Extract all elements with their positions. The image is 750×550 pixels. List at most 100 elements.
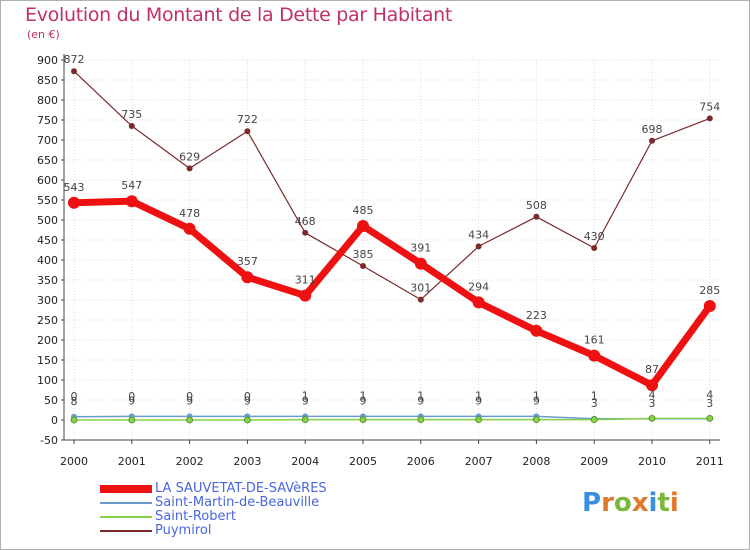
y-tick-label: 400 (37, 254, 58, 267)
data-label-3: 301 (410, 282, 431, 295)
data-label-2: 1 (591, 390, 598, 403)
data-label-0: 543 (64, 181, 85, 194)
axes: -500501001502002503003504004505005506006… (37, 54, 724, 468)
data-label-2: 1 (302, 390, 309, 403)
series-point-3 (71, 68, 77, 75)
data-label-2: 0 (71, 390, 78, 403)
data-label-3: 722 (237, 113, 258, 126)
series-point-0 (299, 289, 312, 302)
x-tick-label: 2004 (291, 455, 319, 468)
series-point-0 (588, 349, 601, 362)
x-tick-label: 2007 (465, 455, 493, 468)
y-tick-label: 200 (37, 334, 58, 347)
y-tick-label: 650 (37, 154, 58, 167)
data-label-3: 508 (526, 199, 547, 212)
data-label-2: 1 (533, 390, 540, 403)
data-label-0: 294 (468, 280, 489, 293)
data-label-1: 3 (706, 397, 713, 410)
data-label-1: 9 (360, 394, 367, 407)
data-label-3: 430 (584, 230, 605, 243)
legend-label: Puymirol (155, 523, 212, 538)
y-tick-label: 350 (37, 274, 58, 287)
data-label-0: 357 (237, 255, 258, 268)
series-point-0 (472, 296, 485, 309)
y-tick-label: 900 (37, 54, 58, 67)
series-point-0 (241, 271, 254, 284)
data-label-1: 8 (71, 395, 78, 408)
series-point-0 (646, 379, 658, 392)
data-label-1: 3 (591, 397, 598, 410)
legend-swatch (100, 502, 152, 504)
series-point-3 (186, 165, 193, 172)
series-point-2 (128, 416, 136, 424)
series-point-0 (414, 257, 427, 270)
series-point-0 (357, 220, 369, 232)
series-point-0 (183, 222, 196, 235)
series-point-3 (244, 128, 251, 135)
series-point-3 (706, 115, 713, 122)
series-point-2 (706, 414, 714, 422)
series-point-2 (359, 416, 367, 424)
legend-label: Saint-Robert (155, 509, 236, 524)
series-point-2 (417, 416, 425, 424)
series-point-0 (68, 196, 80, 209)
series-line-2 (74, 417, 710, 421)
chart-unit-label: (en €) (27, 28, 60, 41)
series-point-2 (70, 416, 78, 424)
series-point-3 (360, 263, 366, 269)
x-tick-label: 2009 (580, 455, 608, 468)
legend-label: LA SAUVETAT-DE-SAVèRES (155, 481, 327, 496)
data-label-2: 1 (475, 390, 482, 403)
data-label-3: 468 (295, 215, 316, 228)
series-point-3 (533, 213, 540, 220)
data-label-0: 547 (121, 179, 142, 192)
data-label-3: 434 (468, 228, 489, 241)
data-label-0: 391 (410, 242, 431, 255)
proxiti-logo: Proxiti (582, 488, 679, 518)
series-point-3 (417, 296, 424, 303)
data-label-1: 9 (475, 394, 482, 407)
y-tick-label: 850 (37, 74, 58, 87)
data-label-1: 9 (302, 394, 309, 407)
y-tick-label: 0 (51, 414, 58, 427)
y-tick-label: 700 (37, 134, 58, 147)
data-label-1: 9 (186, 394, 193, 407)
data-label-3: 629 (179, 150, 200, 163)
data-label-0: 485 (353, 204, 374, 217)
grid-lines (64, 59, 720, 441)
legend-label: Saint-Martin-de-Beauville (155, 495, 320, 510)
y-tick-label: 100 (37, 374, 58, 387)
y-tick-label: 600 (37, 174, 58, 187)
series-point-3 (649, 137, 655, 144)
y-tick-label: 300 (37, 294, 58, 307)
x-tick-label: 2008 (522, 455, 550, 468)
data-label-2: 1 (360, 390, 367, 403)
data-label-1: 3 (649, 397, 656, 410)
data-label-3: 735 (121, 108, 142, 121)
data-label-3: 698 (642, 123, 663, 136)
y-tick-label: -50 (40, 434, 58, 447)
y-tick-label: 500 (37, 214, 58, 227)
series-point-0 (530, 324, 543, 337)
x-tick-label: 2002 (176, 455, 204, 468)
x-tick-label: 2003 (233, 455, 261, 468)
data-label-0: 223 (526, 309, 547, 322)
y-tick-label: 800 (37, 94, 58, 107)
data-label-1: 9 (244, 394, 251, 407)
data-label-2: 0 (244, 390, 251, 403)
series-point-2 (301, 416, 309, 424)
series-line-3 (73, 70, 711, 301)
data-label-3: 872 (64, 53, 85, 66)
series-line-0 (73, 197, 713, 389)
data-label-0: 311 (295, 274, 316, 287)
legend-swatch (100, 485, 152, 493)
x-tick-label: 2005 (349, 455, 377, 468)
data-label-2: 0 (128, 390, 135, 403)
y-tick-label: 50 (44, 394, 58, 407)
series-point-3 (475, 243, 482, 250)
series-point-2 (243, 416, 251, 424)
data-label-2: 4 (706, 388, 713, 401)
data-label-1: 9 (533, 394, 540, 407)
y-tick-label: 750 (37, 114, 58, 127)
